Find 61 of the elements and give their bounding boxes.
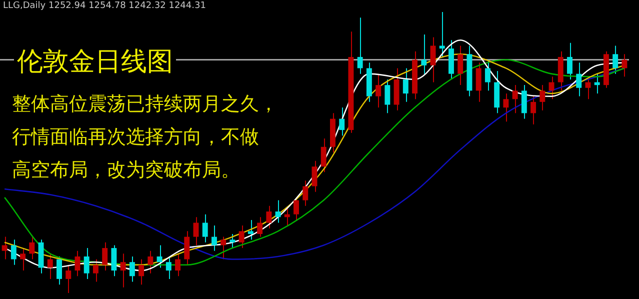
candlestick — [129, 256, 135, 282]
candlestick — [376, 73, 382, 108]
candlestick — [421, 34, 427, 74]
candlestick — [503, 92, 509, 122]
candlestick — [66, 264, 72, 294]
candlestick — [402, 68, 408, 102]
candlestick — [202, 214, 208, 243]
candlestick — [284, 208, 290, 226]
candlestick — [612, 45, 618, 74]
candlestick — [430, 36, 436, 83]
candlestick — [84, 248, 90, 280]
candlestick — [92, 258, 98, 282]
text: 伦敦金日线图 — [14, 44, 176, 79]
candlestick — [148, 250, 154, 274]
candlestick — [193, 216, 199, 246]
candlestick — [20, 248, 26, 272]
candlestick — [257, 216, 263, 238]
candlestick — [312, 160, 318, 192]
candlestick — [166, 256, 172, 280]
annotation: 整体高位震荡已持续两月之久， — [12, 92, 278, 117]
candlestick — [530, 96, 536, 125]
candlestick — [521, 84, 527, 120]
candlestick — [211, 225, 217, 252]
candlestick — [238, 225, 244, 249]
candlestick — [294, 196, 300, 220]
candlestick — [594, 73, 600, 94]
candlestick — [10, 239, 16, 266]
candlestick — [220, 236, 226, 260]
candlestick — [102, 242, 108, 272]
candlestick — [512, 84, 518, 114]
candlestick — [29, 236, 35, 260]
candlestick — [576, 62, 582, 97]
candlestick — [266, 205, 272, 229]
annotation: 行情面临再次选择方向，不做 — [12, 125, 259, 150]
candlestick — [175, 253, 180, 277]
candlestick — [476, 62, 482, 102]
annotation: 高空布局，改为突破布局。 — [12, 158, 240, 183]
candlestick — [156, 244, 162, 268]
text: LLG,Daily 1252.94 1254.78 1242.32 1244.31 — [3, 1, 206, 11]
candlestick — [339, 107, 345, 136]
candlestick — [111, 244, 117, 277]
candlestick — [74, 250, 80, 277]
candlestick — [458, 45, 464, 86]
candlestick — [320, 138, 326, 173]
candlestick — [248, 219, 254, 240]
candlestick — [384, 78, 390, 114]
candlestick — [275, 200, 281, 224]
candlestick — [138, 258, 144, 286]
candlestick — [2, 236, 8, 260]
candlestick — [120, 253, 126, 288]
candlestick — [439, 12, 445, 58]
candlestick — [56, 256, 62, 286]
candlestick — [357, 17, 363, 74]
candlestick — [230, 233, 236, 249]
candlestick — [622, 54, 628, 78]
candlestick — [47, 253, 53, 280]
candlestick — [302, 180, 308, 206]
candlestick — [585, 78, 591, 100]
candlestick — [540, 84, 546, 111]
candlestick — [184, 230, 190, 266]
candlestick — [567, 42, 572, 80]
